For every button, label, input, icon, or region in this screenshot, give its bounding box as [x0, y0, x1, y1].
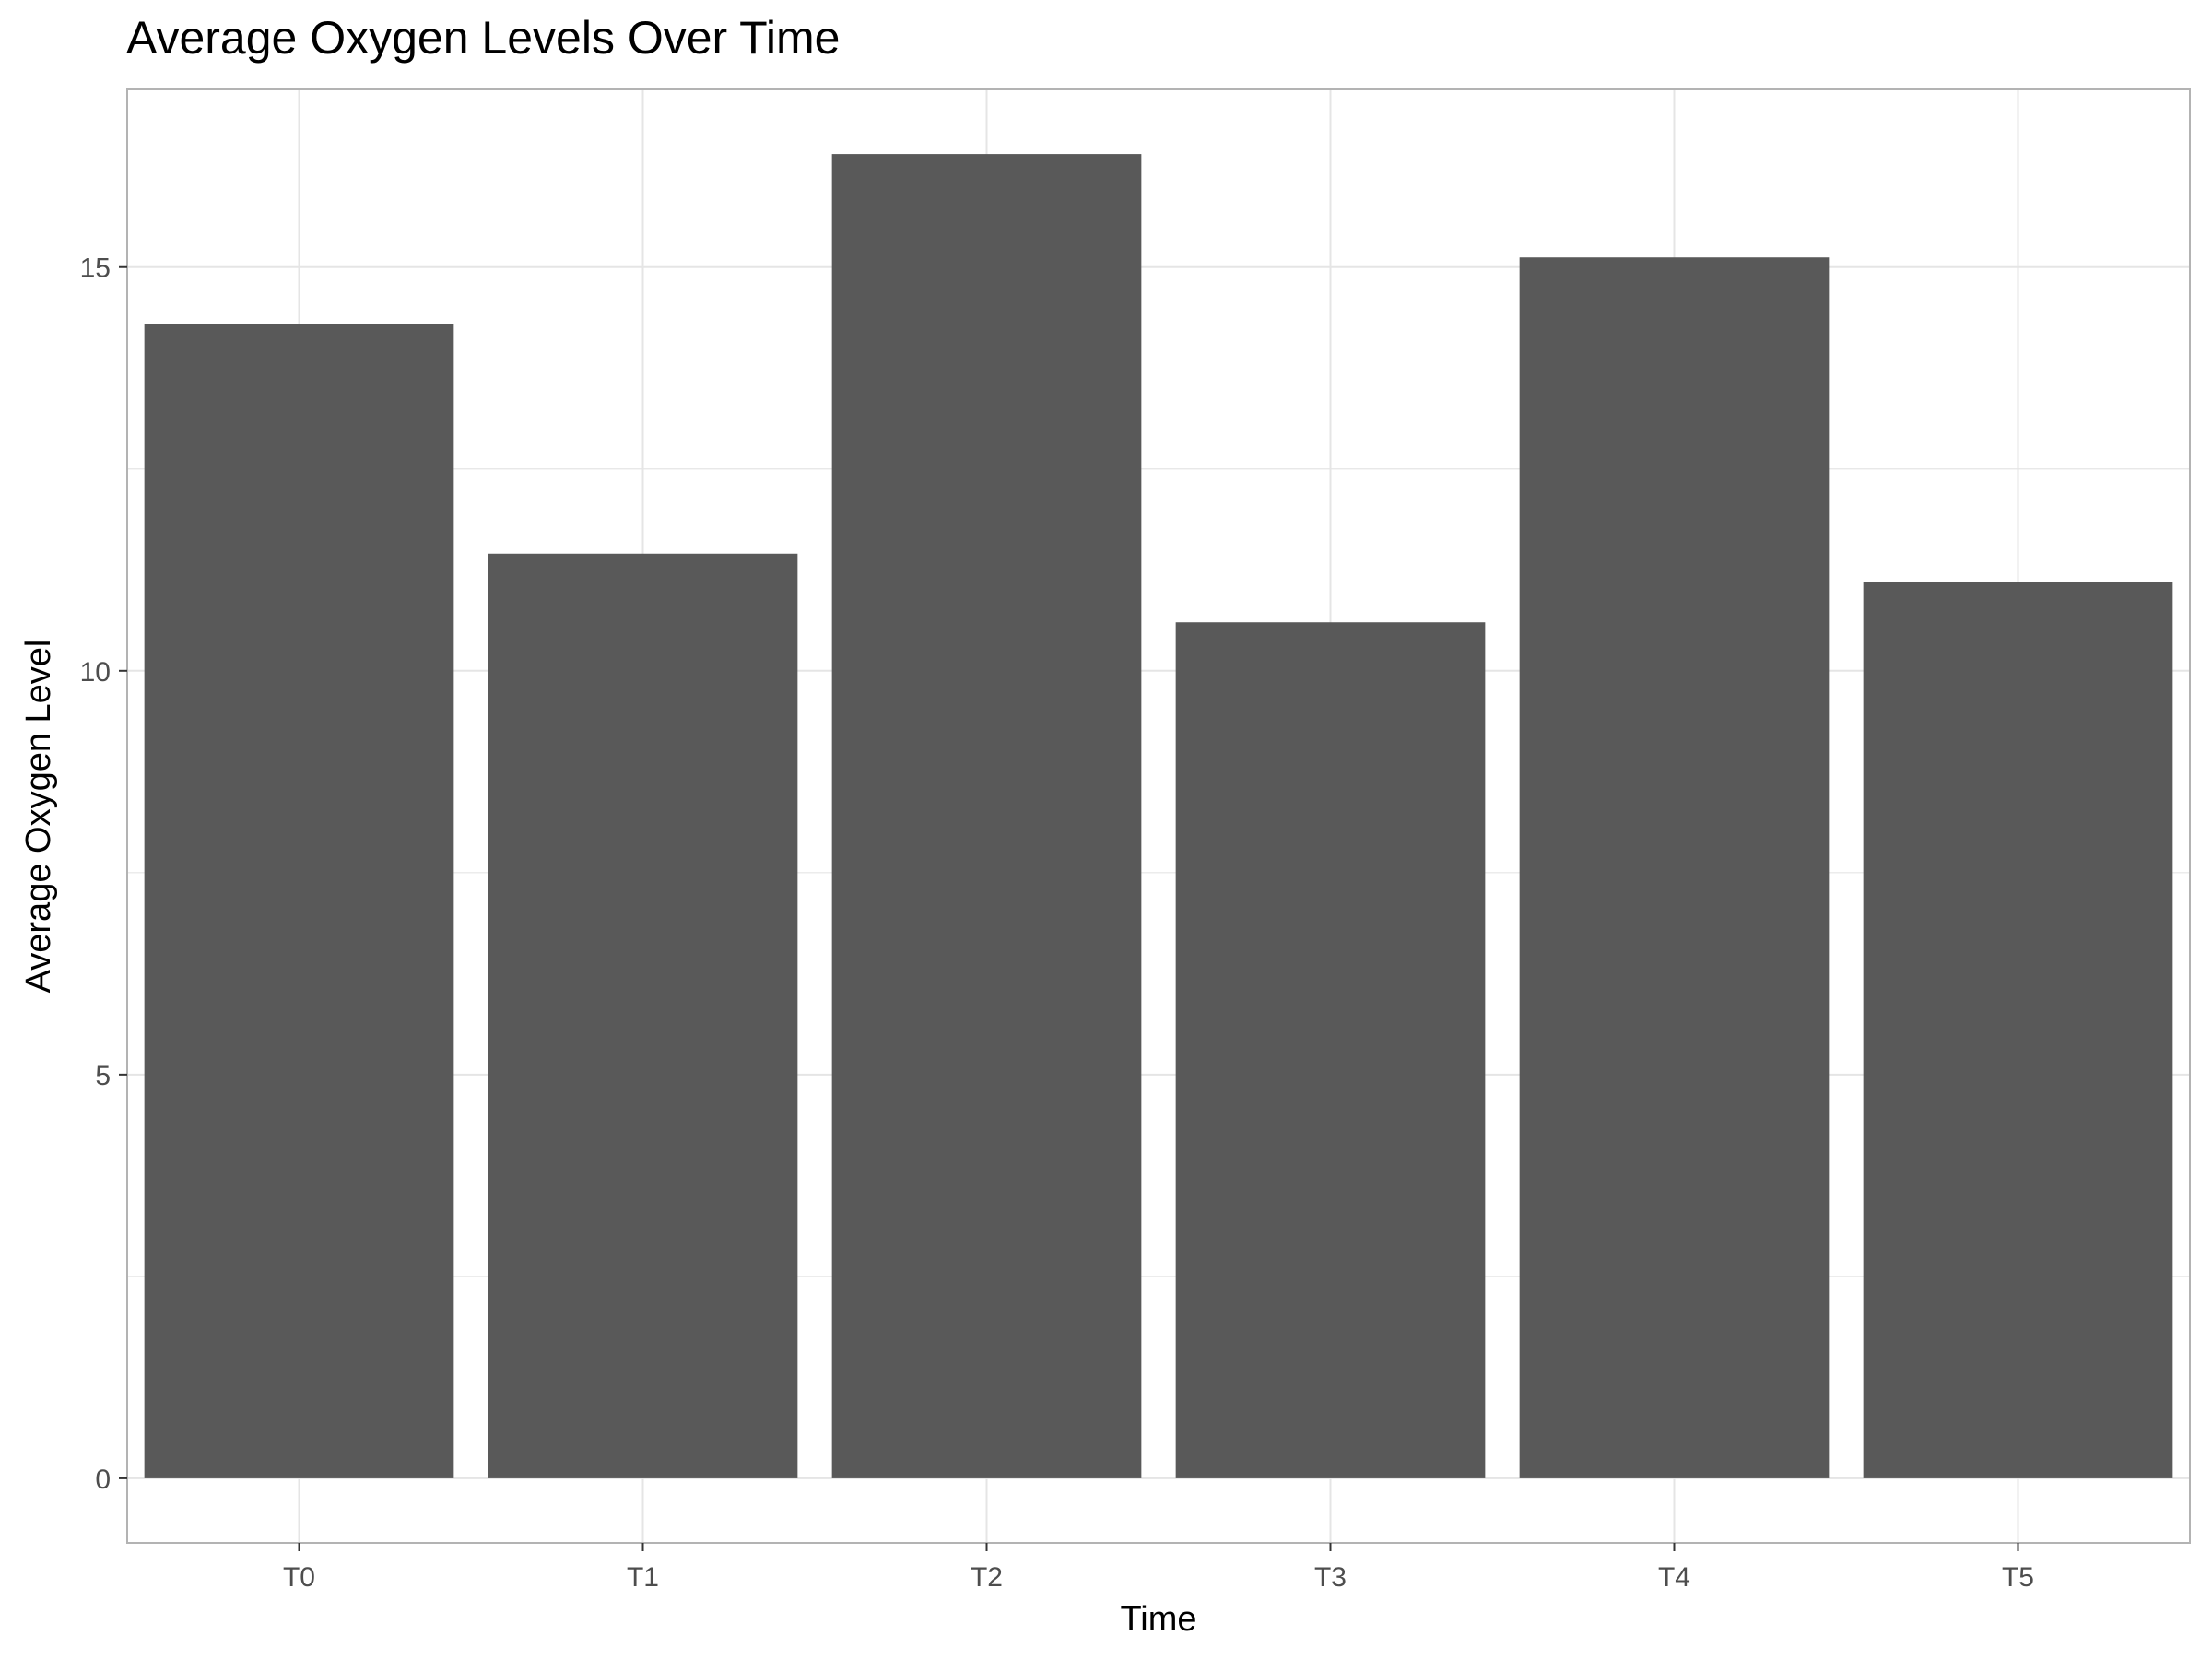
x-tick-label: T2 [971, 1562, 1003, 1593]
x-tick-label: T0 [283, 1562, 315, 1593]
y-axis-title: Average Oxygen Level [19, 640, 58, 994]
x-tick-label: T5 [2002, 1562, 2034, 1593]
panel-border [126, 88, 2191, 1544]
bar-t0 [144, 324, 454, 1478]
tick-labels: 0 5 10 15 T0 T1 T2 T3 T4 T5 [80, 253, 2034, 1593]
y-tick-label: 15 [80, 253, 111, 284]
bar-t1 [488, 553, 798, 1478]
y-tick-label: 0 [95, 1465, 111, 1495]
x-tick-label: T3 [1314, 1562, 1347, 1593]
bar-t2 [831, 154, 1142, 1478]
y-tick-label: 5 [95, 1061, 111, 1091]
bars [144, 154, 2173, 1478]
x-axis-title: Time [1120, 1600, 1196, 1639]
x-tick-label: T1 [627, 1562, 659, 1593]
axis-ticks [119, 265, 2019, 1551]
bar-t4 [1519, 257, 1830, 1478]
x-tick-label: T4 [1658, 1562, 1690, 1593]
chart-title: Average Oxygen Levels Over Time [126, 12, 841, 64]
bar-t5 [1863, 582, 2173, 1478]
y-tick-label: 10 [80, 657, 111, 688]
bar-t3 [1175, 622, 1486, 1478]
